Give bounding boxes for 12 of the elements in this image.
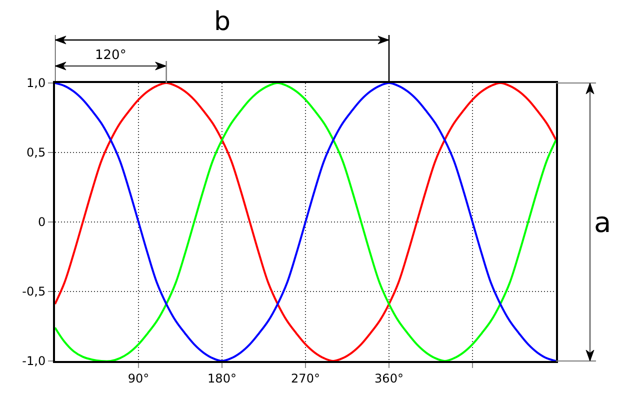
y-tick-label: 0: [38, 215, 46, 230]
y-tick-label: 0,5: [26, 146, 46, 160]
y-tick-label: -0,5: [22, 284, 46, 299]
text: a: [594, 206, 612, 239]
x-tick-label: 270°: [291, 371, 320, 386]
x-tick-label: 360°: [374, 371, 404, 386]
y-tick-label: 1,0: [26, 76, 46, 90]
text: 120°: [95, 48, 126, 63]
y-tick-label: -1,0: [22, 354, 46, 368]
text: b: [214, 7, 231, 37]
x-tick-label: 90°: [128, 371, 150, 386]
x-tick-label: 180°: [208, 371, 236, 386]
